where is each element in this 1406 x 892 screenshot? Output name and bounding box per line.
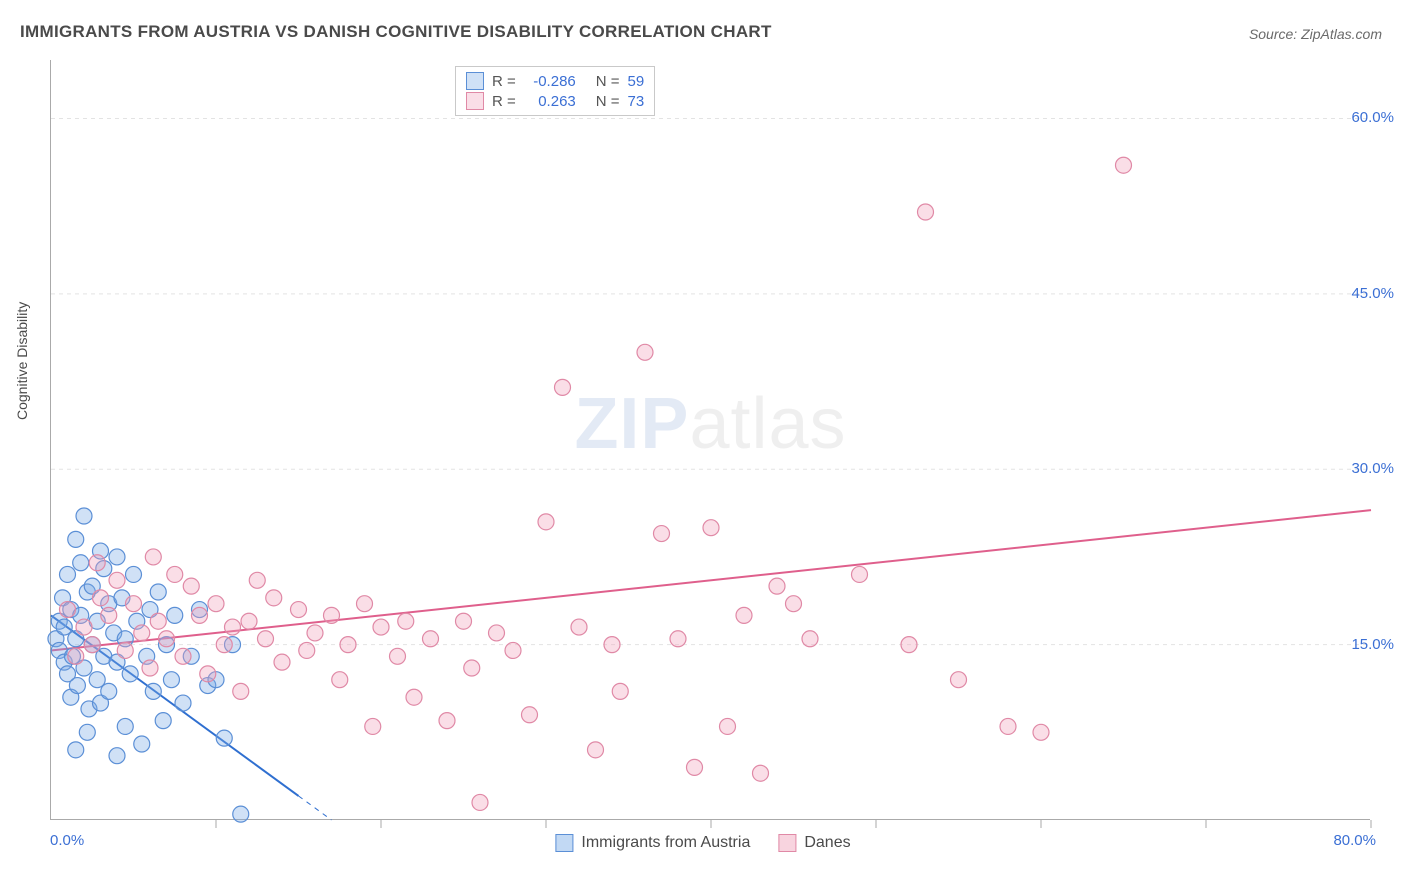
r-value-austria: -0.286 [524, 73, 576, 90]
swatch-danes [466, 92, 484, 110]
n-value-danes: 73 [628, 93, 645, 110]
swatch-austria [466, 72, 484, 90]
legend-series: Immigrants from Austria Danes [555, 834, 850, 852]
source-label: Source: ZipAtlas.com [1249, 26, 1382, 42]
legend-label-austria: Immigrants from Austria [581, 834, 750, 852]
legend-swatch-austria [555, 834, 573, 852]
plot-area: ZIPatlas [50, 60, 1370, 820]
legend-item-danes: Danes [778, 834, 850, 852]
y-tick-label: 15.0% [1351, 636, 1394, 653]
legend-item-austria: Immigrants from Austria [555, 834, 750, 852]
legend-label-danes: Danes [804, 834, 850, 852]
x-axis-max-label: 80.0% [1333, 832, 1376, 849]
y-tick-label: 45.0% [1351, 285, 1394, 302]
r-value-danes: 0.263 [524, 93, 576, 110]
chart-title: IMMIGRANTS FROM AUSTRIA VS DANISH COGNIT… [20, 22, 772, 42]
legend-stats-row-austria: R = -0.286 N = 59 [466, 71, 644, 91]
y-tick-label: 60.0% [1351, 109, 1394, 126]
y-tick-label: 30.0% [1351, 460, 1394, 477]
y-axis-label: Cognitive Disability [14, 302, 30, 420]
legend-stats: R = -0.286 N = 59 R = 0.263 N = 73 [455, 66, 655, 116]
chart-svg [51, 60, 1370, 819]
legend-swatch-danes [778, 834, 796, 852]
n-value-austria: 59 [628, 73, 645, 90]
x-axis-min-label: 0.0% [50, 832, 84, 849]
legend-stats-row-danes: R = 0.263 N = 73 [466, 91, 644, 111]
